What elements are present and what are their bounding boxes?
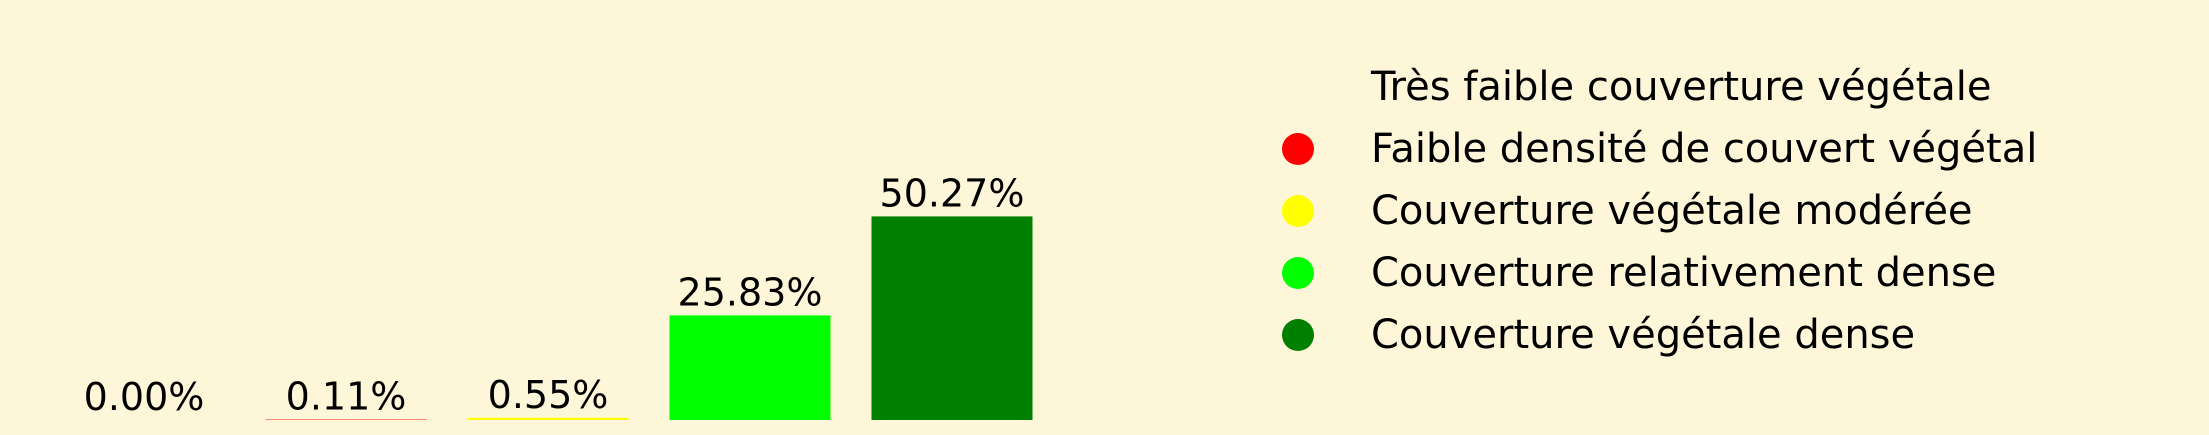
legend-label: Couverture végétale dense (1371, 312, 1916, 358)
legend-label: Couverture végétale modérée (1371, 188, 1973, 234)
bar-value-label-3: 25.83% (678, 270, 823, 314)
legend: Très faible couverture végétale Faible de… (1265, 56, 2037, 366)
bar-value-label-2: 0.55% (488, 373, 609, 417)
legend-marker-icon (1282, 71, 1314, 103)
bar-4 (871, 216, 1033, 420)
legend-marker-icon (1282, 195, 1314, 227)
legend-item: Couverture végétale modérée (1265, 180, 2037, 242)
legend-marker-icon (1282, 133, 1314, 165)
bar-value-label-0: 0.00% (84, 375, 205, 419)
legend-label: Très faible couverture végétale (1371, 64, 1992, 110)
bar-value-label-1: 0.11% (286, 375, 407, 419)
legend-item: Couverture relativement dense (1265, 242, 2037, 304)
bar-value-label-4: 50.27% (880, 171, 1025, 215)
bar-3 (669, 315, 831, 420)
legend-label: Faible densité de couvert végétal (1371, 126, 2038, 172)
legend-label: Couverture relativement dense (1371, 250, 1997, 296)
legend-item: Couverture végétale dense (1265, 304, 2037, 366)
legend-marker-icon (1282, 257, 1314, 289)
legend-item: Faible densité de couvert végétal (1265, 118, 2037, 180)
legend-item: Très faible couverture végétale (1265, 56, 2037, 118)
bar-2 (467, 417, 629, 420)
legend-marker-icon (1282, 319, 1314, 351)
